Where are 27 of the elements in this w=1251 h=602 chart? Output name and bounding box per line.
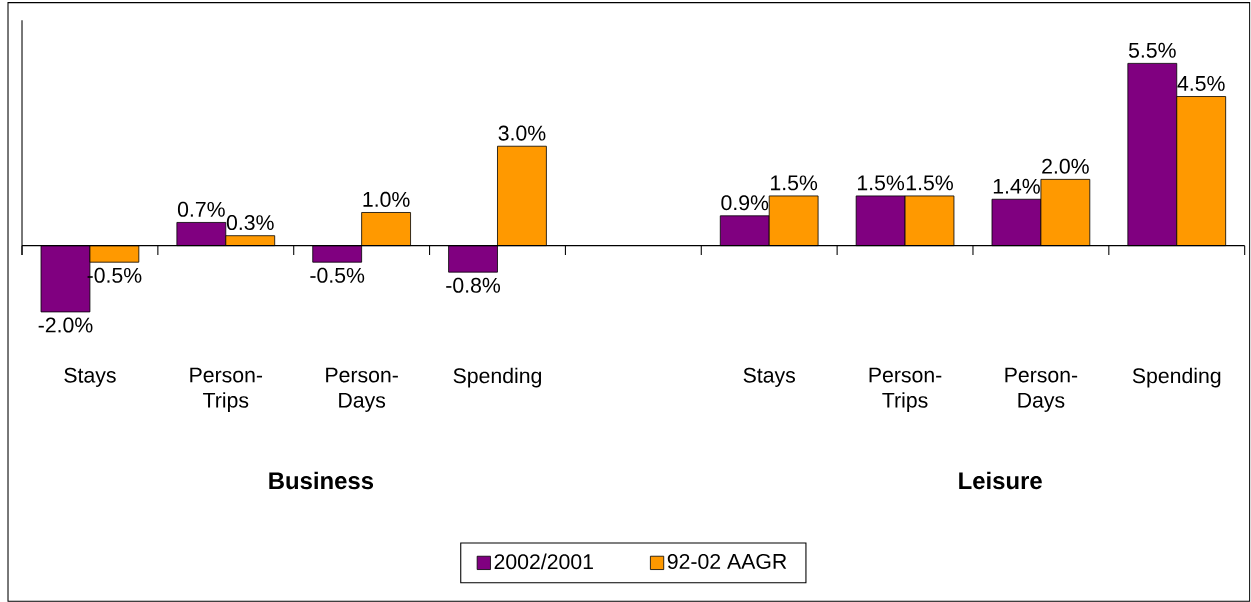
- x-tick-label: Stays: [743, 367, 795, 387]
- data-label: 1.0%: [363, 191, 410, 207]
- data-label: -2.0%: [38, 317, 93, 333]
- data-label: 2.0%: [1042, 158, 1089, 174]
- data-label: 0.3%: [226, 215, 274, 231]
- data-label: 4.5%: [1177, 75, 1225, 91]
- x-tick-label: Spending: [1132, 367, 1221, 388]
- data-label: 1.5%: [771, 175, 818, 191]
- x-tick-label: Person-Trips: [869, 367, 942, 412]
- data-label: 0.7%: [177, 201, 225, 217]
- data-label: 3.0%: [498, 125, 546, 141]
- legend-label: 2002/2001: [494, 553, 593, 570]
- data-label: 1.4%: [993, 178, 1040, 194]
- data-label: 1.5%: [858, 175, 905, 191]
- x-tick-label: Spending: [453, 367, 542, 388]
- data-label: -0.8%: [446, 277, 501, 293]
- data-label: -0.5%: [310, 267, 365, 283]
- data-label: 5.5%: [1128, 42, 1176, 58]
- x-tick-label: Stays: [64, 367, 116, 387]
- text: Leisure: [959, 471, 1042, 490]
- text: Business: [269, 471, 374, 490]
- x-tick-label: Person-Days: [326, 367, 398, 412]
- data-label: 1.5%: [906, 175, 953, 191]
- data-label: 0.9%: [721, 195, 769, 211]
- x-tick-label: Person-Trips: [190, 367, 263, 412]
- legend-label: 92-02 AAGR: [667, 553, 787, 569]
- x-tick-label: Person-Days: [1005, 367, 1078, 412]
